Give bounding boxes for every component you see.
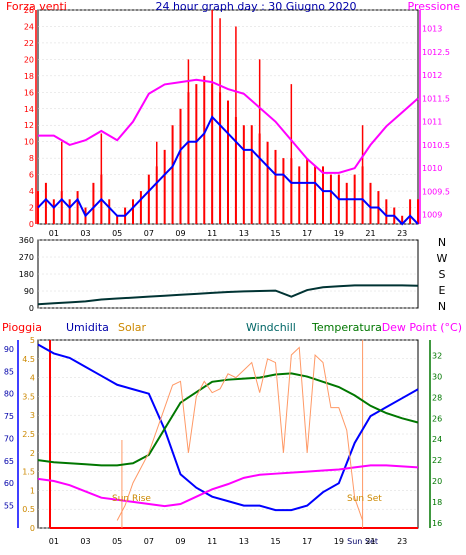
rain-tick-label: 0	[30, 524, 35, 533]
rain-tick-label: 3.5	[22, 392, 35, 401]
humidity-tick-label: 75	[4, 412, 14, 421]
left-tick-label: 16	[24, 88, 34, 97]
rain-tick-label: 1	[30, 486, 35, 495]
right-tick-label: 1011.5	[422, 94, 450, 103]
right-tick-label: 1013	[422, 25, 442, 34]
umidita-label: Umidita	[66, 321, 109, 334]
solar-label: Solar	[118, 321, 147, 334]
bottom-x-tick-label: 13	[239, 537, 249, 546]
top-x-tick-label: 11	[207, 229, 217, 238]
right-axis-title: Pressione	[408, 0, 461, 13]
right-tick-label: 1011	[422, 118, 442, 127]
rain-tick-label: 5	[30, 336, 35, 345]
temperature-tick-label: 18	[432, 498, 442, 507]
bottom-x-tick-label: 11	[207, 537, 217, 546]
temperature-tick-label: 30	[432, 373, 442, 382]
left-tick-label: 12	[24, 121, 34, 130]
direction-tick-label: 90	[24, 287, 34, 296]
left-tick-label: 4	[29, 187, 34, 196]
bottom-x-tick-label: 19	[334, 537, 344, 546]
left-tick-label: 8	[29, 154, 34, 163]
humidity-tick-label: 85	[4, 367, 14, 376]
rain-tick-label: 1.5	[22, 468, 35, 477]
humidity-tick-label: 90	[4, 345, 14, 354]
sunrise-label: Sun Rise	[112, 494, 151, 504]
temperature-tick-label: 20	[432, 477, 442, 486]
dewpoint-label: Dew Point (°C)	[382, 321, 462, 334]
sunset-label: Sun Set	[347, 494, 382, 504]
direction-letter: N	[438, 236, 446, 249]
right-tick-label: 1009.5	[422, 187, 450, 196]
direction-letter: S	[439, 268, 446, 281]
bottom-x-tick-label: 15	[270, 537, 280, 546]
left-tick-label: 14	[24, 105, 34, 114]
top-x-tick-label: 17	[302, 229, 312, 238]
top-x-tick-label: 03	[80, 229, 90, 238]
temperature-tick-label: 24	[432, 435, 442, 444]
rain-tick-label: 2.5	[22, 430, 35, 439]
bottom-x-tick-label: 03	[80, 537, 90, 546]
rain-tick-label: 2	[30, 449, 35, 458]
temperature-tick-label: 16	[432, 519, 442, 528]
left-tick-label: 2	[29, 204, 34, 213]
top-x-tick-label: 23	[397, 229, 407, 238]
temperature-tick-label: 26	[432, 414, 442, 423]
bottom-x-tick-label: 07	[144, 537, 154, 546]
top-x-tick-label: 19	[334, 229, 344, 238]
top-x-tick-label: 13	[239, 229, 249, 238]
direction-tick-label: 270	[19, 253, 34, 262]
top-x-tick-label: 21	[365, 229, 375, 238]
left-tick-label: 22	[24, 39, 34, 48]
left-tick-label: 18	[24, 72, 34, 81]
top-x-tick-label: 07	[144, 229, 154, 238]
left-tick-label: 10	[24, 138, 34, 147]
humidity-tick-label: 65	[4, 457, 14, 466]
windchill-label: Windchill	[246, 321, 296, 334]
direction-letter: W	[437, 252, 448, 265]
top-x-tick-label: 15	[270, 229, 280, 238]
chart-title: 24 hour graph day : 30 Giugno 2020	[155, 0, 356, 13]
humidity-tick-label: 70	[4, 434, 14, 443]
bottom-x-tick-label: 21	[365, 537, 375, 546]
left-axis-title: Forza venti	[6, 0, 67, 13]
top-x-tick-label: 05	[112, 229, 122, 238]
top-x-tick-label: 09	[175, 229, 185, 238]
right-tick-label: 1012.5	[422, 48, 450, 57]
bottom-x-tick-label: 05	[112, 537, 122, 546]
rain-tick-label: 4	[30, 374, 35, 383]
right-tick-label: 1012	[422, 71, 442, 80]
temperature-tick-label: 28	[432, 393, 442, 402]
left-tick-label: 24	[24, 22, 34, 31]
left-tick-label: 0	[29, 220, 34, 229]
bottom-x-tick-label: 17	[302, 537, 312, 546]
right-tick-label: 1010	[422, 164, 442, 173]
direction-letter: E	[439, 284, 446, 297]
left-tick-label: 6	[29, 171, 34, 180]
temperature-tick-label: 32	[432, 352, 442, 361]
bottom-x-tick-label: 01	[49, 537, 59, 546]
right-tick-label: 1010.5	[422, 141, 450, 150]
pioggia-label: Pioggia	[2, 321, 42, 334]
bottom-x-tick-label: 09	[175, 537, 185, 546]
top-x-tick-label: 01	[49, 229, 59, 238]
rain-tick-label: 3	[30, 411, 35, 420]
direction-letter: N	[438, 300, 446, 313]
humidity-tick-label: 60	[4, 479, 14, 488]
bottom-x-tick-label: 23	[397, 537, 407, 546]
rain-tick-label: 0.5	[22, 505, 35, 514]
rain-tick-label: 4.5	[22, 355, 35, 364]
left-tick-label: 20	[24, 55, 34, 64]
right-tick-label: 1009	[422, 211, 442, 220]
temperatura-label: Temperatura	[311, 321, 382, 334]
temperature-tick-label: 22	[432, 456, 442, 465]
direction-tick-label: 360	[19, 236, 34, 245]
humidity-tick-label: 55	[4, 502, 14, 511]
humidity-tick-label: 80	[4, 390, 14, 399]
direction-tick-label: 180	[19, 270, 34, 279]
direction-tick-label: 0	[29, 304, 34, 313]
